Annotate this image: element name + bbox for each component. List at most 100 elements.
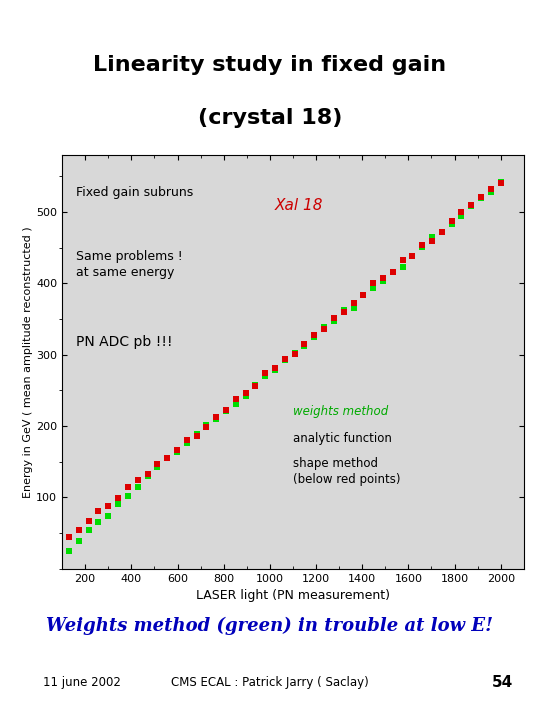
Point — [114, 498, 123, 510]
Point — [104, 500, 113, 512]
Point — [153, 459, 161, 470]
Point — [428, 235, 436, 247]
Point — [271, 364, 279, 376]
Text: Same problems !
at same energy: Same problems ! at same energy — [76, 250, 183, 279]
Text: 54: 54 — [492, 675, 513, 690]
Point — [329, 315, 338, 327]
Point — [94, 516, 103, 528]
Point — [447, 219, 456, 230]
Point — [271, 362, 279, 374]
Point — [320, 321, 328, 333]
Point — [447, 215, 456, 227]
Point — [124, 490, 132, 502]
Point — [496, 176, 505, 188]
Point — [388, 266, 397, 278]
Point — [251, 379, 260, 390]
Point — [212, 413, 220, 425]
Point — [418, 241, 427, 253]
Point — [300, 341, 309, 352]
Point — [94, 505, 103, 517]
Point — [496, 177, 505, 189]
Point — [261, 367, 269, 379]
Point — [281, 354, 289, 366]
Point — [192, 430, 201, 441]
Point — [428, 232, 436, 243]
Text: (crystal 18): (crystal 18) — [198, 108, 342, 128]
Point — [84, 515, 93, 526]
Point — [379, 272, 387, 284]
Point — [173, 444, 181, 455]
Point — [222, 404, 231, 415]
Point — [261, 370, 269, 382]
Point — [437, 226, 446, 238]
Point — [457, 210, 466, 222]
Text: shape method
(below red points): shape method (below red points) — [293, 457, 401, 486]
Point — [173, 446, 181, 458]
Point — [369, 277, 377, 289]
Point — [114, 492, 123, 504]
Point — [477, 192, 485, 203]
Point — [467, 199, 476, 210]
Point — [310, 330, 319, 342]
Point — [65, 545, 73, 557]
Text: status report : linearity problem under study !: status report : linearity problem under … — [111, 163, 429, 174]
Point — [349, 297, 358, 309]
Text: analytic function: analytic function — [293, 432, 392, 445]
Point — [487, 184, 495, 195]
Point — [232, 398, 240, 410]
Point — [143, 471, 152, 482]
Point — [241, 388, 250, 400]
Point — [349, 302, 358, 314]
Point — [65, 531, 73, 543]
Text: weights method: weights method — [293, 405, 388, 418]
Point — [124, 481, 132, 492]
Point — [300, 338, 309, 350]
Y-axis label: Energy in GeV ( mean amplitude reconstructed ): Energy in GeV ( mean amplitude reconstru… — [23, 226, 33, 498]
Point — [183, 438, 191, 449]
Point — [202, 422, 211, 433]
Point — [133, 482, 142, 493]
Point — [143, 468, 152, 480]
Point — [163, 453, 172, 464]
Point — [437, 226, 446, 238]
Point — [408, 251, 417, 262]
Point — [212, 412, 220, 423]
Point — [291, 348, 299, 359]
Text: Linearity study in fixed gain: Linearity study in fixed gain — [93, 55, 447, 75]
Point — [359, 289, 368, 301]
Text: PN ADC pb !!!: PN ADC pb !!! — [76, 335, 172, 349]
Point — [291, 347, 299, 359]
Point — [359, 289, 368, 301]
Point — [408, 250, 417, 261]
Point — [477, 193, 485, 204]
Point — [340, 305, 348, 316]
Point — [192, 428, 201, 440]
Point — [399, 261, 407, 273]
Point — [467, 200, 476, 212]
Point — [241, 390, 250, 402]
Point — [75, 536, 83, 547]
Text: Xal 18: Xal 18 — [274, 198, 323, 213]
Point — [75, 525, 83, 536]
Point — [202, 419, 211, 431]
Point — [457, 206, 466, 217]
Text: Weights method (green) in trouble at low E!: Weights method (green) in trouble at low… — [46, 616, 494, 634]
Point — [329, 312, 338, 324]
Point — [340, 306, 348, 318]
Point — [222, 405, 231, 416]
Point — [379, 275, 387, 287]
Point — [369, 282, 377, 294]
Point — [153, 462, 161, 473]
Point — [133, 474, 142, 486]
Point — [310, 329, 319, 341]
Text: 11 june 2002: 11 june 2002 — [43, 676, 121, 689]
Text: Fixed gain subruns: Fixed gain subruns — [76, 186, 193, 199]
Text: CMS ECAL : Patrick Jarry ( Saclay): CMS ECAL : Patrick Jarry ( Saclay) — [171, 676, 369, 689]
Point — [251, 380, 260, 392]
Point — [84, 524, 93, 536]
Point — [487, 186, 495, 197]
Point — [281, 354, 289, 365]
Point — [183, 434, 191, 446]
Point — [320, 323, 328, 335]
Point — [163, 452, 172, 464]
